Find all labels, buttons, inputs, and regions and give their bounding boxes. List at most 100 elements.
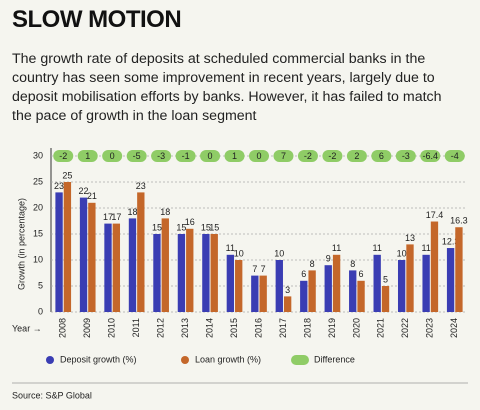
legend-label: Difference	[314, 354, 355, 364]
difference-label: 1	[232, 151, 237, 161]
bar	[79, 197, 88, 312]
value-label: 15	[201, 222, 211, 232]
bar	[112, 223, 121, 312]
value-label: 8	[350, 259, 355, 269]
x-tick-label: 2010	[107, 318, 117, 338]
bar	[137, 192, 145, 312]
x-tick-label: 2020	[351, 318, 361, 338]
bar	[259, 275, 267, 312]
difference-pill	[53, 150, 74, 162]
subtitle: The growth rate of deposits at scheduled…	[12, 50, 442, 126]
difference-label: 6	[379, 151, 384, 161]
x-tick-label: 2019	[327, 318, 337, 338]
source: Source: S&P Global	[12, 390, 92, 400]
bar	[251, 275, 259, 312]
bar	[332, 254, 341, 312]
difference-pill	[273, 150, 294, 162]
bar	[357, 280, 365, 312]
bar	[177, 234, 186, 312]
value-label: 21	[87, 191, 97, 201]
difference-label: 1	[85, 151, 90, 161]
x-tick-label: 2014	[204, 318, 214, 338]
value-label: 18	[160, 207, 170, 217]
bar	[275, 260, 283, 312]
legend-label: Deposit growth (%)	[60, 354, 137, 364]
x-tick-label: 2023	[425, 318, 435, 338]
value-label: 10	[397, 248, 407, 258]
subtitle-line: deposit mobilisation efforts by banks. H…	[12, 89, 442, 105]
value-label: 23	[136, 181, 146, 191]
difference-pill	[200, 150, 221, 162]
difference-label: -2	[59, 151, 67, 161]
difference-label: -3	[157, 151, 165, 161]
value-label: 7	[252, 264, 257, 274]
bar	[300, 280, 308, 312]
value-label: 22	[79, 186, 89, 196]
difference-pill	[224, 150, 245, 162]
legend-marker	[181, 356, 189, 364]
y-tick-label: 25	[33, 176, 43, 186]
value-label: 16.3	[450, 216, 468, 226]
difference-label: 0	[256, 151, 261, 161]
value-label: 10	[274, 248, 284, 258]
value-label: 15	[176, 222, 186, 232]
value-label: 6	[359, 269, 364, 279]
bar	[186, 228, 194, 312]
difference-pill	[395, 150, 416, 162]
bar	[349, 270, 357, 312]
x-tick-label: 2022	[400, 318, 410, 338]
legend-marker	[291, 355, 309, 365]
value-label: 8	[310, 259, 315, 269]
subtitle-line: country has seen some improvement in rec…	[12, 70, 435, 86]
value-label: 13	[405, 233, 415, 243]
value-label: 23	[54, 181, 64, 191]
bar	[373, 254, 381, 312]
difference-label: 2	[354, 151, 359, 161]
difference-pill	[346, 150, 367, 162]
x-tick-label: 2021	[376, 318, 386, 338]
x-tick-label: 2009	[82, 318, 92, 338]
value-label: 17	[103, 212, 113, 222]
bar	[381, 286, 390, 312]
y-tick-label: 20	[33, 202, 43, 212]
value-label: 6	[301, 269, 306, 279]
difference-pill	[151, 150, 172, 162]
difference-pill	[371, 150, 392, 162]
bar	[63, 182, 72, 312]
x-tick-label: 2017	[278, 318, 288, 338]
difference-pill	[297, 150, 318, 162]
bar	[104, 223, 112, 312]
difference-label: 7	[281, 151, 286, 161]
bar	[422, 254, 430, 312]
y-tick-label: 30	[33, 150, 43, 160]
value-label: 11	[373, 243, 382, 253]
difference-label: -5	[133, 151, 141, 161]
x-tick-label: 2024	[449, 318, 459, 338]
x-tick-label: 2008	[58, 318, 68, 338]
value-label: 3	[285, 285, 290, 295]
legend-label: Loan growth (%)	[195, 354, 261, 364]
subtitle-line: the pace of growth in the loan segment	[12, 108, 257, 124]
bar	[226, 254, 235, 312]
difference-pill	[175, 150, 196, 162]
y-tick-label: 10	[33, 254, 43, 264]
bar	[161, 218, 169, 312]
bar	[210, 234, 218, 312]
x-tick-label: 2015	[229, 318, 239, 338]
difference-pill	[444, 150, 465, 162]
difference-label: -3	[402, 151, 410, 161]
difference-label: 0	[208, 151, 213, 161]
value-label: 15	[152, 222, 162, 232]
bar	[153, 234, 161, 312]
chart-title: SLOW MOTION	[12, 6, 182, 33]
bar	[397, 260, 406, 312]
difference-pill	[77, 150, 98, 162]
bar	[446, 248, 455, 312]
x-tick-label: 2016	[253, 318, 263, 338]
difference-label: -2	[328, 151, 336, 161]
value-label: 11	[421, 243, 430, 253]
subtitle-line: The growth rate of deposits at scheduled…	[12, 51, 426, 67]
x-tick-label: 2011	[131, 318, 141, 337]
